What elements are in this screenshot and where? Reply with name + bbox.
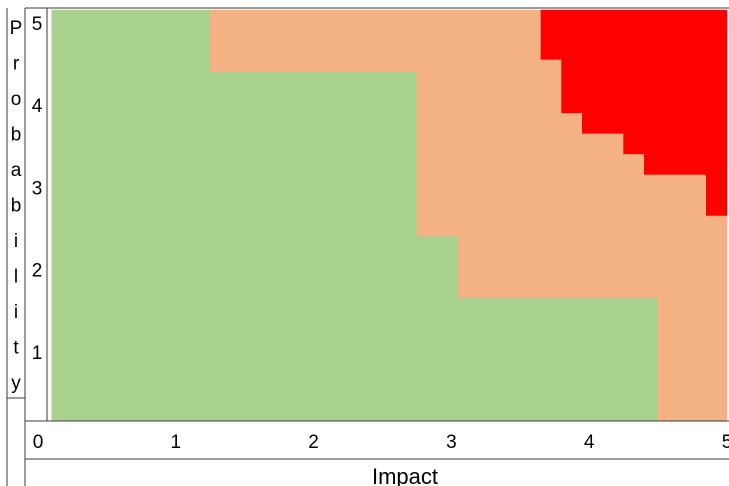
x-tick-labels: 0 1 2 3 4 5 xyxy=(33,432,729,453)
x-tick-label-4: 4 xyxy=(584,432,595,453)
zone-layer xyxy=(51,9,728,422)
y-tick-label-3: 3 xyxy=(32,178,43,199)
y-tick-label-4: 4 xyxy=(32,96,43,117)
y-axis-label-letter: b xyxy=(11,196,22,217)
x-tick-label-5: 5 xyxy=(722,432,729,453)
y-axis-label-letter: P xyxy=(10,18,23,39)
y-axis-label-letter: y xyxy=(11,373,21,394)
y-axis-label-letter: a xyxy=(11,160,22,181)
y-axis-label-letter: t xyxy=(13,338,19,359)
zone-high xyxy=(540,9,728,216)
y-axis-label-letter: i xyxy=(14,302,18,323)
frame-lines xyxy=(6,7,729,486)
y-tick-label-1: 1 xyxy=(32,343,43,364)
y-tick-labels: 1 2 3 4 5 xyxy=(32,14,43,364)
y-tick-label-5: 5 xyxy=(32,14,43,35)
y-axis-label-letter: b xyxy=(11,125,22,146)
y-axis-label-letter: o xyxy=(11,89,22,110)
y-axis-label-letter: r xyxy=(13,54,20,75)
x-tick-label-0: 0 xyxy=(33,432,44,453)
x-axis-label: Impact xyxy=(372,464,438,486)
y-axis-label-letter: i xyxy=(14,231,18,252)
x-tick-label-3: 3 xyxy=(446,432,457,453)
x-tick-label-1: 1 xyxy=(171,432,182,453)
y-tick-label-2: 2 xyxy=(32,261,43,282)
y-axis-label-letter: l xyxy=(14,267,18,288)
x-tick-label-2: 2 xyxy=(308,432,319,453)
